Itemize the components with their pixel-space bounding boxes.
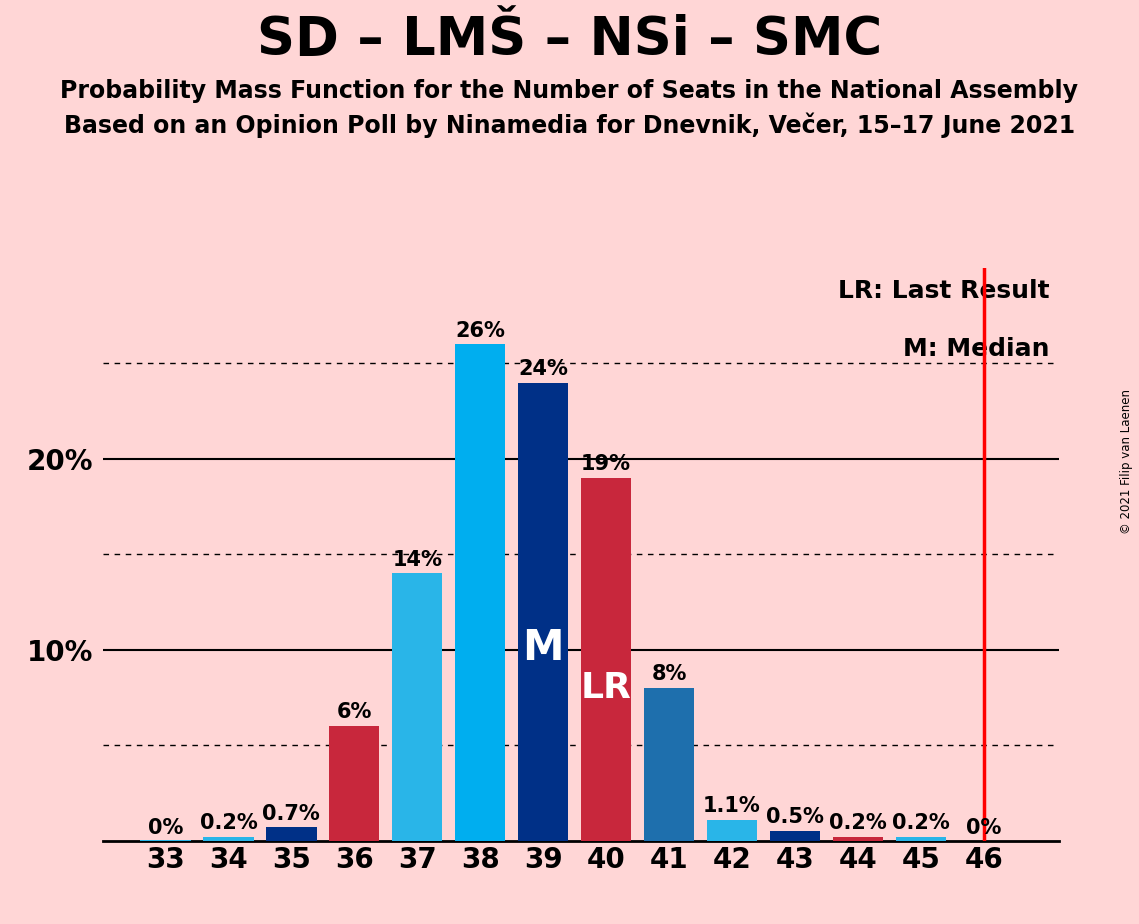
Bar (707, 820, 757, 841)
Bar (770, 832, 820, 841)
Bar (140, 840, 190, 841)
Text: LR: Last Result: LR: Last Result (838, 279, 1050, 303)
Text: 0%: 0% (148, 818, 183, 838)
Bar (518, 383, 568, 841)
Text: 6%: 6% (337, 702, 372, 723)
Text: 1.1%: 1.1% (703, 796, 761, 816)
Bar (267, 828, 317, 841)
Bar (454, 345, 506, 841)
Text: 0.2%: 0.2% (829, 813, 887, 833)
Bar (895, 837, 947, 841)
Text: 19%: 19% (581, 455, 631, 474)
Text: 0.2%: 0.2% (892, 813, 950, 833)
Text: 0.7%: 0.7% (262, 804, 320, 823)
Bar (329, 726, 379, 841)
Bar (833, 837, 883, 841)
Bar (644, 688, 694, 841)
Bar (203, 837, 254, 841)
Text: 14%: 14% (392, 550, 442, 570)
Text: Probability Mass Function for the Number of Seats in the National Assembly: Probability Mass Function for the Number… (60, 79, 1079, 103)
Text: SD – LMŠ – NSi – SMC: SD – LMŠ – NSi – SMC (257, 14, 882, 66)
Bar (581, 478, 631, 841)
Text: Based on an Opinion Poll by Ninamedia for Dnevnik, Večer, 15–17 June 2021: Based on an Opinion Poll by Ninamedia fo… (64, 113, 1075, 139)
Bar (392, 574, 442, 841)
Text: M: M (523, 627, 564, 669)
Text: © 2021 Filip van Laenen: © 2021 Filip van Laenen (1121, 390, 1133, 534)
Text: 8%: 8% (652, 664, 687, 685)
Text: LR: LR (581, 672, 631, 705)
Text: M: Median: M: Median (903, 336, 1050, 360)
Text: 26%: 26% (456, 321, 505, 341)
Text: 0%: 0% (966, 818, 1001, 838)
Text: 0.5%: 0.5% (765, 808, 823, 828)
Text: 24%: 24% (518, 359, 568, 379)
Text: 0.2%: 0.2% (199, 813, 257, 833)
